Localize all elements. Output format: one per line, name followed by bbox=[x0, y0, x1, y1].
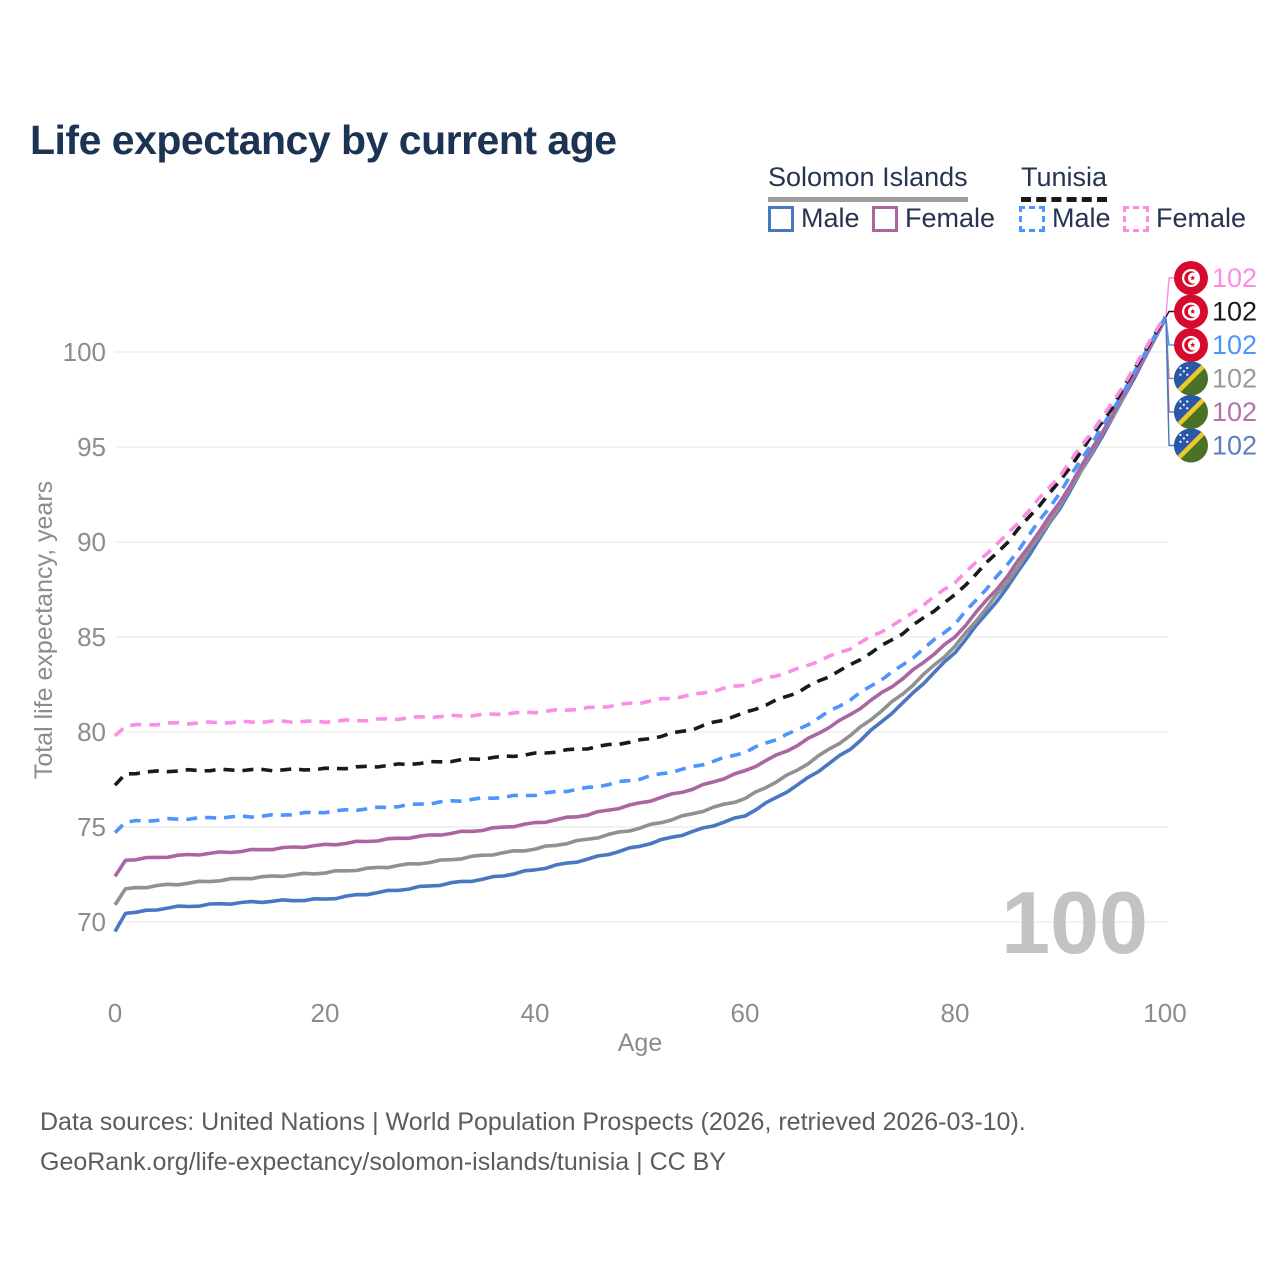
flag-star bbox=[1186, 407, 1189, 410]
flag-star bbox=[1186, 366, 1189, 370]
gridlines: 70 75 80 85 90 95 100 bbox=[63, 337, 1168, 937]
end-value-label-solomon-male: 102 bbox=[1212, 431, 1257, 461]
flag-star bbox=[1190, 275, 1196, 281]
flag-parts bbox=[1174, 395, 1208, 429]
legend-swatch-solomon-male-icon bbox=[768, 205, 794, 232]
x-axis-title: Age bbox=[618, 1029, 662, 1057]
line-tunisia-both[interactable] bbox=[113, 315, 1167, 787]
x-tick-label: 60 bbox=[731, 998, 760, 1028]
flag-parts bbox=[1174, 361, 1208, 396]
tunisia-flag-icon bbox=[1174, 294, 1208, 329]
flag-star bbox=[1190, 308, 1196, 314]
flag-star bbox=[1182, 370, 1185, 373]
legend-label: Female bbox=[905, 203, 996, 233]
x-tick-label: 80 bbox=[941, 998, 970, 1028]
flag-star bbox=[1186, 400, 1189, 403]
attribution-link[interactable]: GeoRank.org/life-expectancy/solomon-isla… bbox=[40, 1148, 726, 1176]
flag-star bbox=[1186, 433, 1189, 437]
y-tick-label: 75 bbox=[77, 812, 106, 842]
legend-swatch-solomon-female-icon bbox=[872, 205, 898, 232]
y-axis-title: Total life expectancy, years bbox=[30, 481, 58, 779]
legend-item-solomon-male[interactable]: Male bbox=[768, 203, 860, 234]
tunisia-flag-icon bbox=[1174, 328, 1208, 362]
flag-star bbox=[1179, 433, 1182, 437]
legend-item-solomon-female[interactable]: Female bbox=[872, 203, 995, 234]
flag-star bbox=[1190, 342, 1196, 348]
flag-star bbox=[1186, 440, 1189, 443]
label-connector bbox=[1165, 319, 1175, 447]
page-title: Life expectancy by current age bbox=[30, 117, 617, 164]
line-solomon-female[interactable] bbox=[113, 317, 1167, 878]
end-value-label-tunisia-female: 102 bbox=[1212, 263, 1257, 293]
legend-item-tunisia-female[interactable]: Female bbox=[1123, 203, 1246, 234]
legend-group-solomon-islands[interactable]: Solomon Islands bbox=[768, 162, 968, 202]
flag-star bbox=[1179, 366, 1182, 370]
y-tick-label: 80 bbox=[77, 717, 106, 747]
age-watermark: 100 bbox=[1001, 873, 1148, 972]
end-value-label-tunisia-both: 102 bbox=[1212, 297, 1257, 327]
solomon-islands-flag-icon bbox=[1174, 395, 1208, 429]
y-tick-label: 95 bbox=[77, 432, 106, 462]
y-tick-label: 70 bbox=[77, 907, 106, 937]
flag-yellow-stripe bbox=[1174, 395, 1208, 429]
legend-label: Male bbox=[1052, 203, 1111, 233]
line-tunisia-male[interactable] bbox=[113, 316, 1167, 834]
flag-parts bbox=[1174, 428, 1208, 463]
legend-group-tunisia[interactable]: Tunisia bbox=[1021, 162, 1108, 202]
x-tick-label: 20 bbox=[311, 998, 340, 1028]
line-solomon-male[interactable] bbox=[113, 318, 1167, 933]
label-connector bbox=[1165, 277, 1175, 316]
legend-item-tunisia-male[interactable]: Male bbox=[1019, 203, 1111, 234]
y-tick-label: 100 bbox=[63, 337, 106, 367]
flag-star bbox=[1179, 400, 1182, 403]
flag-star bbox=[1179, 373, 1182, 376]
tunisia-flag-icon bbox=[1174, 261, 1208, 295]
y-tick-label: 90 bbox=[77, 527, 106, 557]
flag-star bbox=[1186, 373, 1189, 376]
y-tick-label: 85 bbox=[77, 622, 106, 652]
legend-label: Female bbox=[1156, 203, 1247, 233]
flag-star bbox=[1182, 437, 1185, 440]
x-tick-label: 0 bbox=[108, 998, 122, 1028]
x-tick-label: 40 bbox=[521, 998, 550, 1028]
flag-star bbox=[1182, 403, 1185, 406]
legend-swatch-tunisia-female-icon bbox=[1123, 205, 1149, 232]
legend-label: Male bbox=[801, 203, 860, 233]
end-value-label-solomon-female: 102 bbox=[1212, 397, 1257, 427]
solomon-islands-flag-icon bbox=[1174, 361, 1208, 396]
solomon-islands-flag-icon bbox=[1174, 428, 1208, 463]
data-sources-text: Data sources: United Nations | World Pop… bbox=[40, 1108, 1026, 1136]
flag-star bbox=[1179, 440, 1182, 443]
end-value-label-tunisia-male: 102 bbox=[1212, 330, 1257, 360]
line-tunisia-female[interactable] bbox=[113, 314, 1167, 738]
label-connector bbox=[1165, 310, 1175, 318]
end-value-label-solomon-both: 102 bbox=[1212, 364, 1257, 394]
flag-yellow-stripe bbox=[1174, 428, 1208, 463]
flag-star bbox=[1179, 407, 1182, 410]
legend-swatch-tunisia-male-icon bbox=[1019, 205, 1045, 232]
x-tick-label: 100 bbox=[1143, 998, 1186, 1028]
line-solomon-both[interactable] bbox=[113, 318, 1167, 906]
flag-yellow-stripe bbox=[1174, 361, 1208, 396]
